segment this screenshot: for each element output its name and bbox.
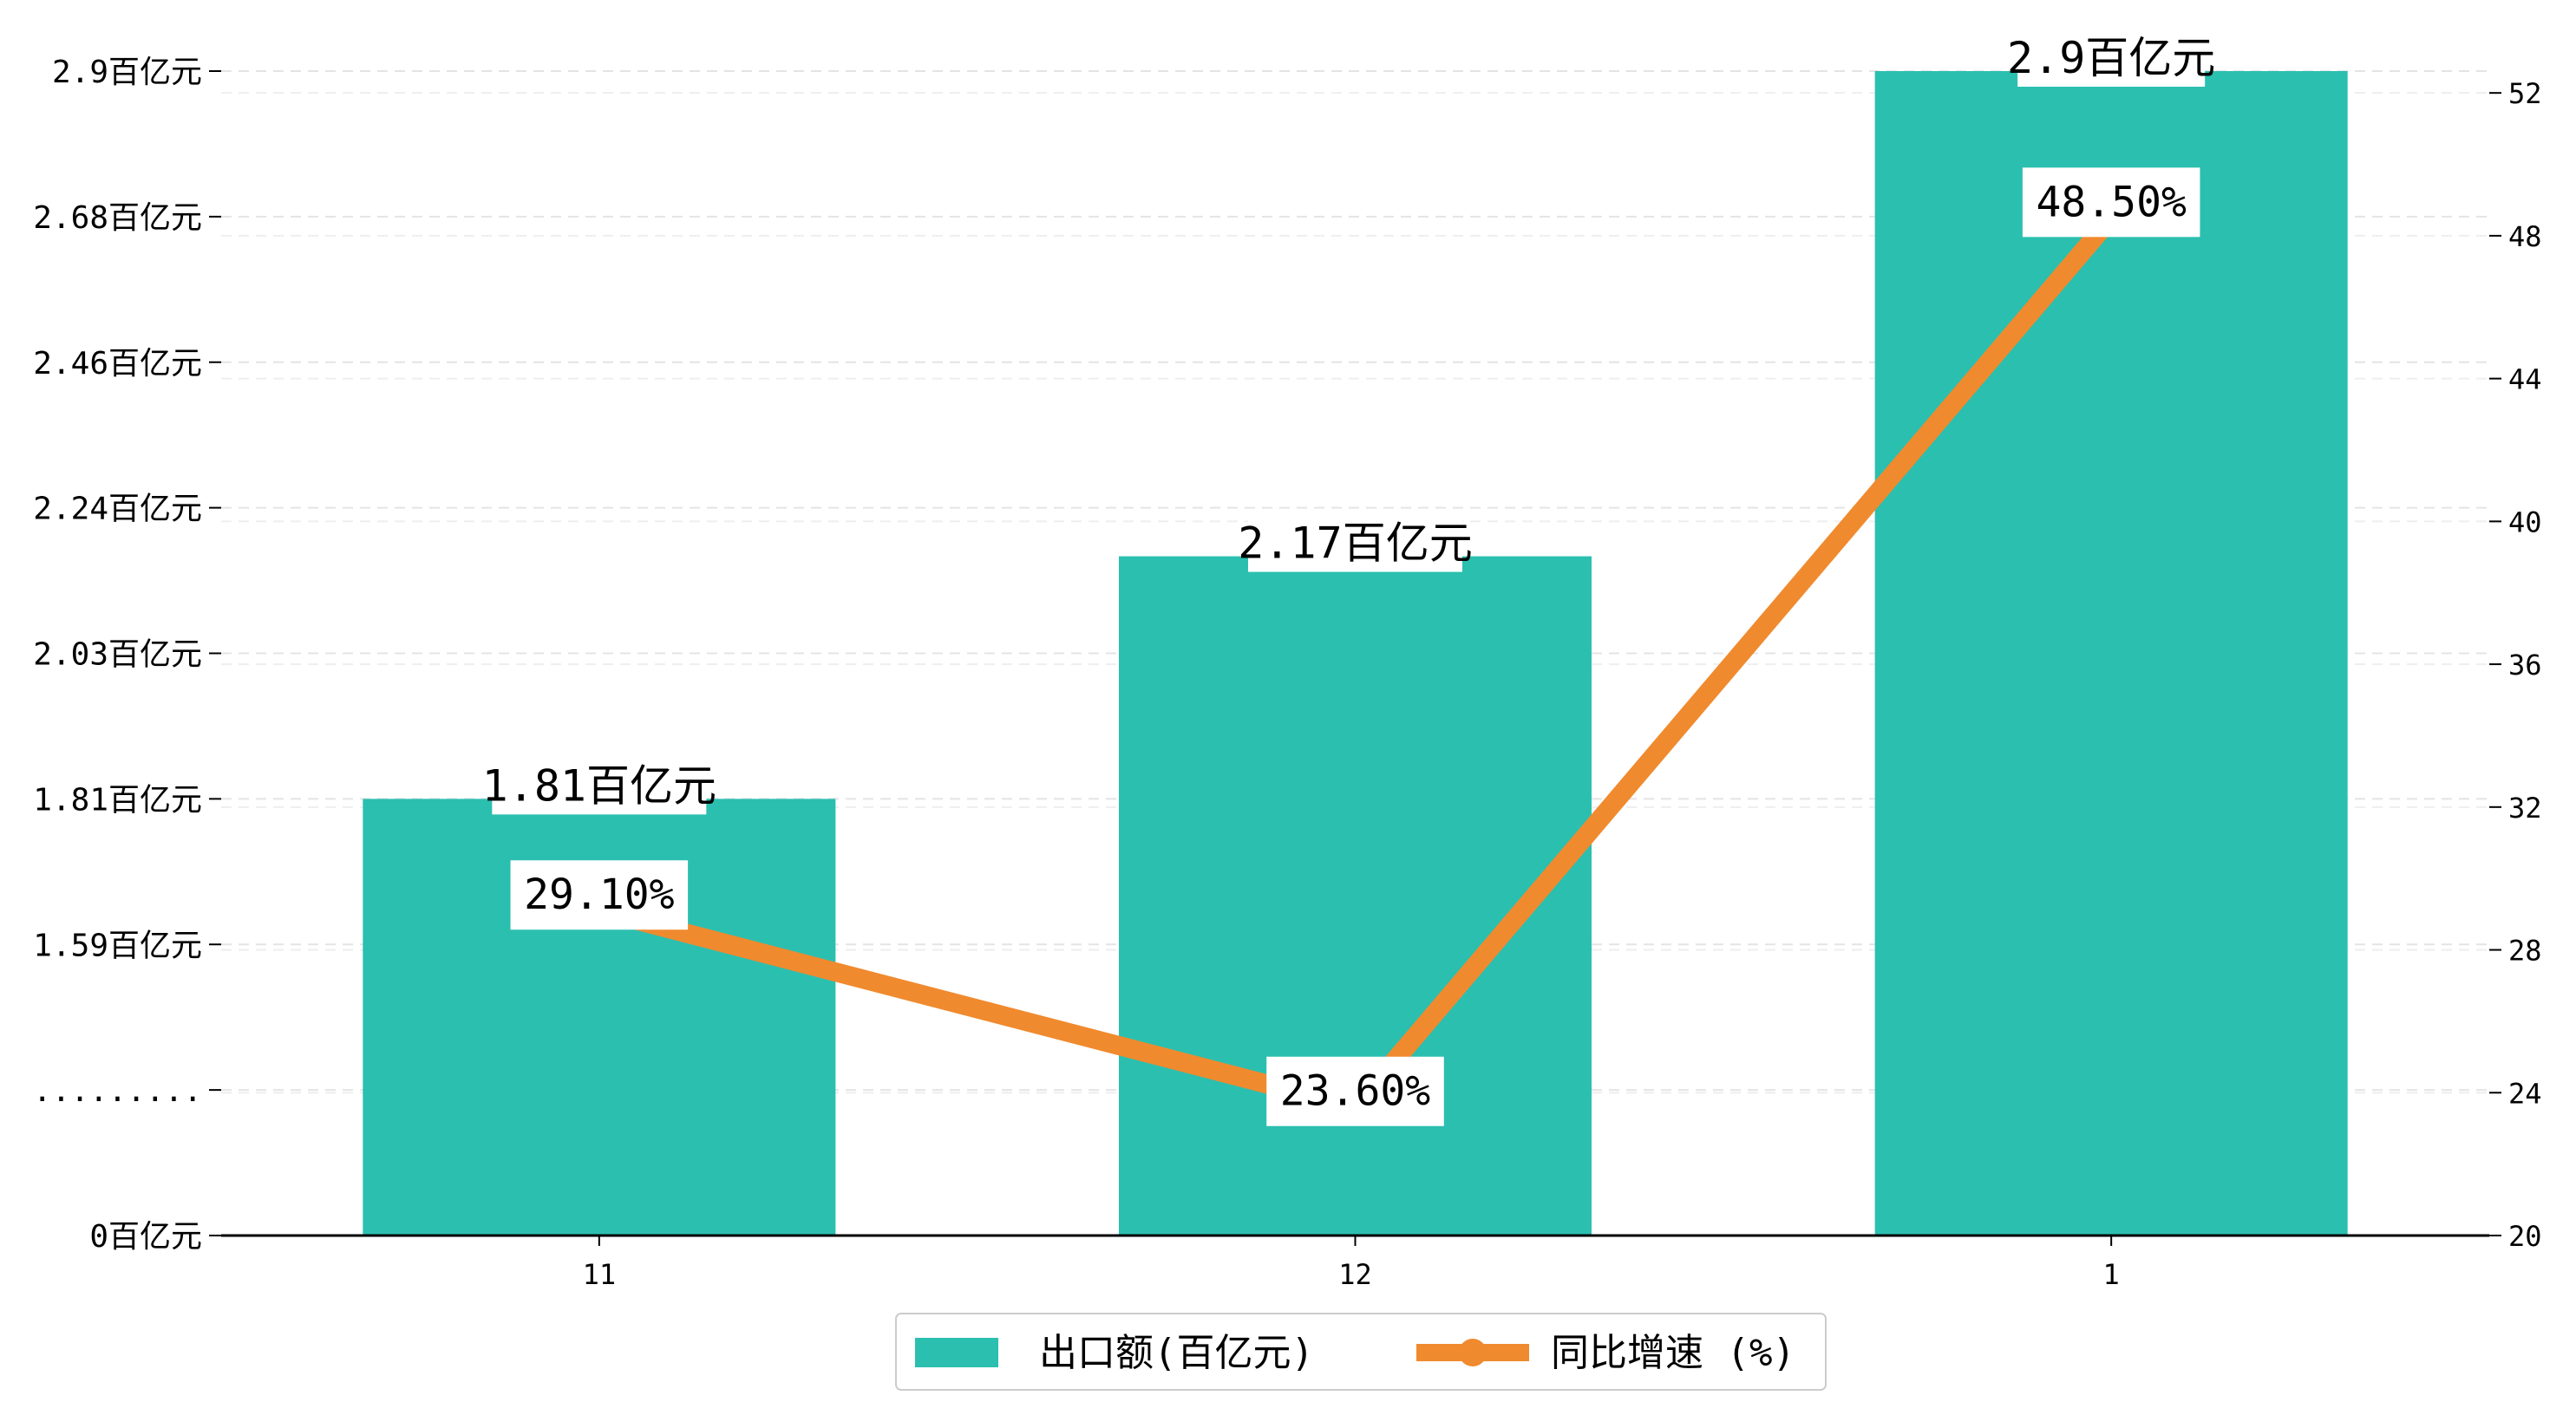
legend: 出口额(百亿元) 同比增速 (%) (895, 1313, 1827, 1391)
x-tick-label: 11 (583, 1258, 617, 1291)
y-left-tick-label: 1.59百亿元 (33, 928, 202, 963)
y-left-tick-label: 0百亿元 (89, 1219, 202, 1255)
bar (1874, 71, 2348, 1236)
line-value-label: 29.10% (524, 871, 674, 919)
y-left-tick-label: ......... (33, 1073, 202, 1109)
bar-value-label-box (492, 759, 707, 815)
y-right-tick-label: 40 (2508, 505, 2542, 538)
y-right-tick-label: 20 (2508, 1220, 2542, 1253)
x-tick-label: 1 (2103, 1258, 2120, 1291)
bar-value-label: 1.81百亿元 (482, 760, 716, 811)
line-value-label: 48.50% (2036, 178, 2186, 226)
legend-bar-swatch (915, 1338, 998, 1367)
y-right-tick-label: 48 (2508, 220, 2542, 253)
line-value-labels: 29.10% 23.60% 48.50% (510, 167, 2200, 1126)
bar-value-label-box (1248, 516, 1462, 572)
y-left-tick-label: 2.46百亿元 (33, 346, 202, 381)
y-left-tick-label: 2.24百亿元 (33, 492, 202, 527)
y-right-tick-label: 36 (2508, 649, 2542, 681)
y-right-tick-label: 44 (2508, 363, 2542, 396)
y-left-tick-label: 2.03百亿元 (33, 637, 202, 673)
axes: 11 12 1 0百亿元......... 1.59百亿元 1.81百亿元 2.03百亿元 2… (33, 55, 2542, 1291)
y-right-tick-label: 52 (2508, 77, 2542, 110)
y-left-tick-label: 1.81百亿元 (33, 782, 202, 818)
line-value-label-box (2022, 167, 2200, 238)
line-value-label-box (1266, 1056, 1444, 1126)
y-right-tick-label: 24 (2508, 1077, 2542, 1110)
legend-label-line: 同比增速 (%) (1551, 1331, 1795, 1375)
bar-value-label: 2.17百亿元 (1238, 518, 1472, 569)
y-right-tick-label: 28 (2508, 935, 2542, 968)
line-value-label-box (510, 860, 689, 930)
line-value-label: 23.60% (1280, 1067, 1430, 1116)
y-left-tick-label: 2.9百亿元 (52, 55, 202, 90)
bar-value-label-box (2017, 31, 2206, 87)
x-tick-label: 12 (1338, 1258, 1372, 1291)
y-right-tick-label: 32 (2508, 792, 2542, 825)
legend-box (895, 1313, 1827, 1391)
bar-value-label: 2.9百亿元 (2007, 33, 2215, 83)
bar (1119, 556, 1592, 1236)
legend-line-marker (1459, 1339, 1487, 1366)
bar-value-labels: 1.81百亿元 2.17百亿元 2.9百亿元 (482, 31, 2215, 815)
y-left-tick-label: 2.68百亿元 (33, 200, 202, 236)
legend-label-bar: 出口额(百亿元) (1039, 1331, 1314, 1375)
